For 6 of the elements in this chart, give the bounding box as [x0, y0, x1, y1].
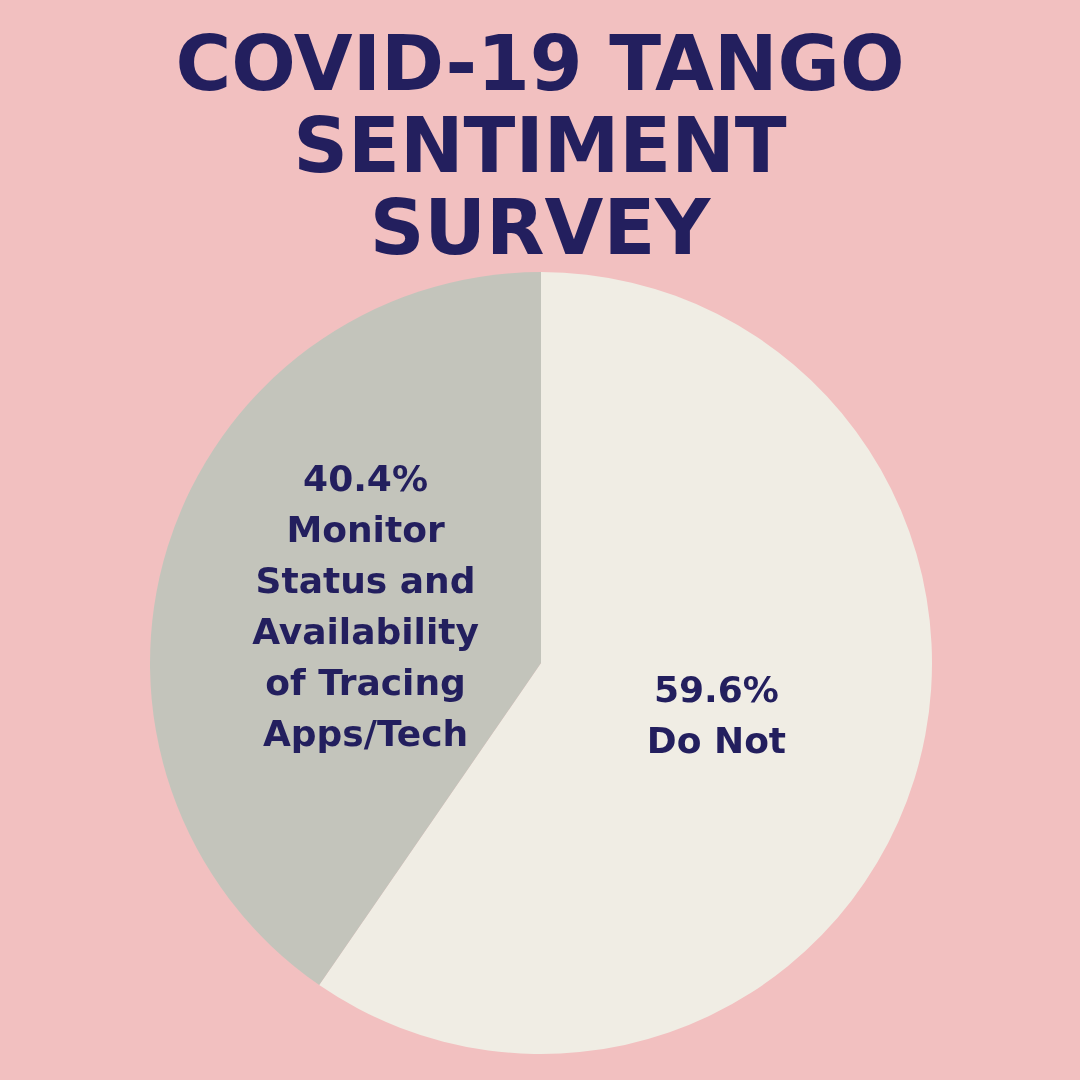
slice-label: Monitor Status and Availability of Tracing Apps/Tech — [252, 508, 479, 754]
data-label: 40.4% — [303, 457, 428, 499]
pie-slice — [150, 272, 541, 985]
slice-label: Do Not — [646, 720, 787, 762]
chart-title: COVID-19 TANGO SENTIMENT SURVEY — [175, 19, 905, 272]
data-label: 59.6% — [654, 669, 779, 711]
